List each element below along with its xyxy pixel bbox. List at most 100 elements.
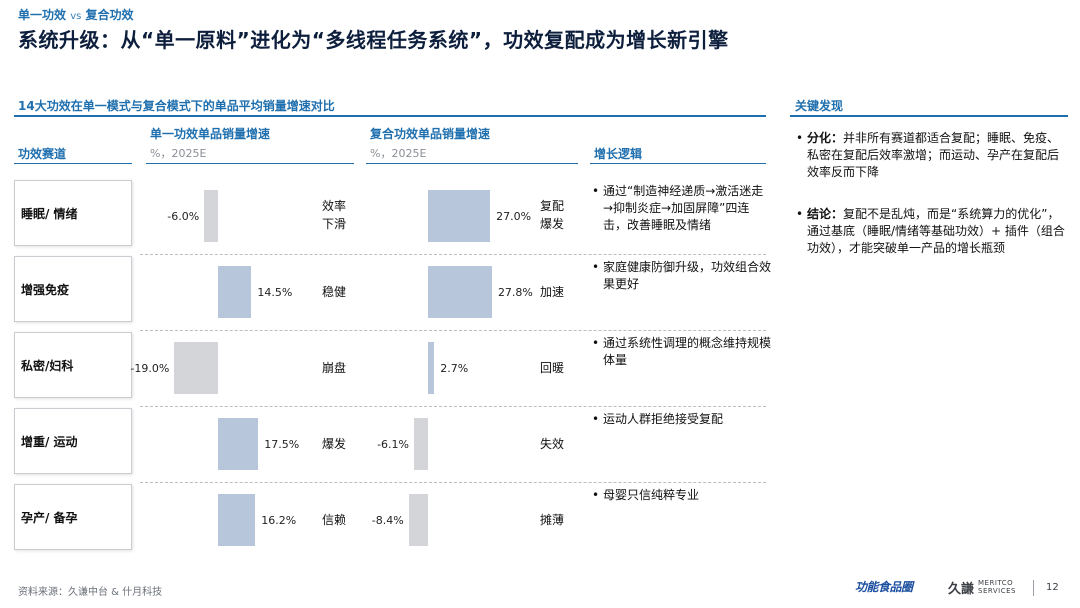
category-box: 增重/ 运动 <box>14 408 132 474</box>
single-bar <box>204 190 218 242</box>
composite-bar <box>428 266 492 318</box>
composite-bar-area: -6.1% <box>366 416 578 472</box>
col-composite-header: 复合功效单品销量增速 <box>370 127 491 141</box>
single-bar-area: -6.0% <box>146 188 354 244</box>
page-number: 12 <box>1046 582 1059 593</box>
composite-value-label: -8.4% <box>371 514 404 527</box>
single-trend-text: 信赖 <box>321 513 346 527</box>
composite-trend-text: 回暖 <box>539 361 564 375</box>
single-bar-area: 14.5% <box>146 264 354 320</box>
composite-value-label: 27.0% <box>496 210 532 223</box>
col-composite-unit: %，2025E <box>370 147 427 160</box>
category-label: 孕产/ 备孕 <box>21 510 78 525</box>
col-category-rule <box>14 163 132 164</box>
row-divider <box>140 254 766 255</box>
composite-trend-text: 失效 <box>539 437 564 451</box>
single-trend-label: 稳健 <box>314 283 354 301</box>
single-bar-area: 16.2% <box>146 492 354 548</box>
bullet-icon: • <box>796 207 804 221</box>
category-box: 私密/妇科 <box>14 332 132 398</box>
key-finding-text: 复配不是乱炖，而是“系统算力的优化”，通过基底（睡眠/情绪等基础功效）+ 插件（… <box>807 207 1065 255</box>
single-value-label: -19.0% <box>130 362 170 375</box>
growth-logic-item: • 通过系统性调理的概念维持规模体量 <box>592 335 772 369</box>
chart-title-rule <box>14 115 766 117</box>
col-logic-header: 增长逻辑 <box>594 147 643 161</box>
composite-trend-label: 回暖 <box>532 359 572 377</box>
single-trend-label: 信赖 <box>314 511 354 529</box>
chart-title: 14大功效在单一模式与复合模式下的单品平均销量增速对比 <box>18 99 335 113</box>
footer-separator <box>1033 580 1034 596</box>
row-divider <box>140 330 766 331</box>
row-divider <box>140 406 766 407</box>
kicker: 单一功效 vs 复合功效 <box>18 6 134 23</box>
kicker-single: 单一功效 <box>18 8 67 22</box>
single-value-label: 14.5% <box>257 286 293 299</box>
single-value-label: 16.2% <box>261 514 297 527</box>
single-bar <box>218 266 252 318</box>
composite-value-label: -6.1% <box>377 438 409 451</box>
composite-trend-label: 加速 <box>532 283 572 301</box>
single-bar <box>174 342 218 394</box>
growth-logic-item: • 家庭健康防御升级，功效组合效果更好 <box>592 259 772 293</box>
bullet-icon: • <box>592 412 600 426</box>
company-logo-sub-line2: SERVICES <box>978 587 1016 595</box>
source-note: 资料来源：久谦中台 & 什月科技 <box>18 587 163 598</box>
company-logo-sub-line1: MERITCO <box>978 579 1014 587</box>
composite-trend-text: 复配 爆发 <box>539 199 564 231</box>
key-findings-rule <box>790 115 1068 117</box>
category-box: 睡眠/ 情绪 <box>14 180 132 246</box>
composite-bar-area: 2.7% <box>366 340 578 396</box>
growth-logic-text: 母婴只信纯粹专业 <box>603 488 700 502</box>
single-trend-text: 崩盘 <box>321 361 346 375</box>
single-trend-label: 爆发 <box>314 435 354 453</box>
key-finding-item: • 结论：复配不是乱炖，而是“系统算力的优化”，通过基底（睡眠/情绪等基础功效）… <box>796 206 1066 257</box>
key-finding-label: 结论： <box>807 207 844 221</box>
col-single-header: 单一功效单品销量增速 <box>150 127 271 141</box>
company-logo: 久謙 <box>948 582 975 597</box>
single-bar <box>218 418 259 470</box>
bullet-icon: • <box>592 184 600 198</box>
bullet-icon: • <box>592 260 600 274</box>
composite-trend-label: 摊薄 <box>532 511 572 529</box>
composite-bar <box>413 418 428 470</box>
brand-logo: 功能食品圈 <box>855 580 913 594</box>
composite-trend-text: 摊薄 <box>539 513 564 527</box>
composite-bar <box>428 342 435 394</box>
key-finding-text: 并非所有赛道都适合复配；睡眠、免疫、私密在复配后效率激增；而运动、孕产在复配后效… <box>807 131 1060 179</box>
single-bar-area: 17.5% <box>146 416 354 472</box>
single-trend-label: 崩盘 <box>314 359 354 377</box>
key-findings-title: 关键发现 <box>795 99 844 113</box>
single-trend-label: 效率 下滑 <box>314 197 354 233</box>
composite-trend-label: 失效 <box>532 435 572 453</box>
category-label: 增强免疫 <box>21 282 70 297</box>
composite-value-label: 2.7% <box>440 362 469 375</box>
company-logo-sub: MERITCO SERVICES <box>978 579 1016 595</box>
composite-bar-area: 27.0% <box>366 188 578 244</box>
category-label: 私密/妇科 <box>21 358 74 373</box>
key-finding-item: • 分化：并非所有赛道都适合复配；睡眠、免疫、私密在复配后效率激增；而运动、孕产… <box>796 130 1066 181</box>
category-label: 睡眠/ 情绪 <box>21 206 78 221</box>
page-title: 系统升级：从“单一原料”进化为“多线程任务系统”，功效复配成为增长新引擎 <box>18 28 729 52</box>
col-logic-rule <box>590 163 766 164</box>
single-trend-text: 效率 下滑 <box>321 199 346 231</box>
growth-logic-text: 通过“制造神经递质→激活迷走→抑制炎症→加固屏障”四连击，改善睡眠及情绪 <box>603 184 764 232</box>
key-finding-label: 分化： <box>807 131 844 145</box>
bullet-icon: • <box>592 488 600 502</box>
col-category-header: 功效赛道 <box>18 147 67 161</box>
kicker-composite: 复合功效 <box>85 8 134 22</box>
single-trend-text: 爆发 <box>321 437 346 451</box>
category-box: 增强免疫 <box>14 256 132 322</box>
category-label: 增重/ 运动 <box>21 434 78 449</box>
col-composite-rule <box>366 163 578 164</box>
growth-logic-item: • 运动人群拒绝接受复配 <box>592 411 772 428</box>
bullet-icon: • <box>592 336 600 350</box>
col-single-rule <box>146 163 354 164</box>
single-trend-text: 稳健 <box>321 285 346 299</box>
composite-value-label: 27.8% <box>497 286 533 299</box>
composite-trend-text: 加速 <box>539 285 564 299</box>
growth-logic-text: 运动人群拒绝接受复配 <box>603 412 724 426</box>
growth-logic-item: • 通过“制造神经递质→激活迷走→抑制炎症→加固屏障”四连击，改善睡眠及情绪 <box>592 183 772 234</box>
growth-logic-item: • 母婴只信纯粹专业 <box>592 487 772 504</box>
row-divider <box>140 482 766 483</box>
single-bar <box>218 494 256 546</box>
